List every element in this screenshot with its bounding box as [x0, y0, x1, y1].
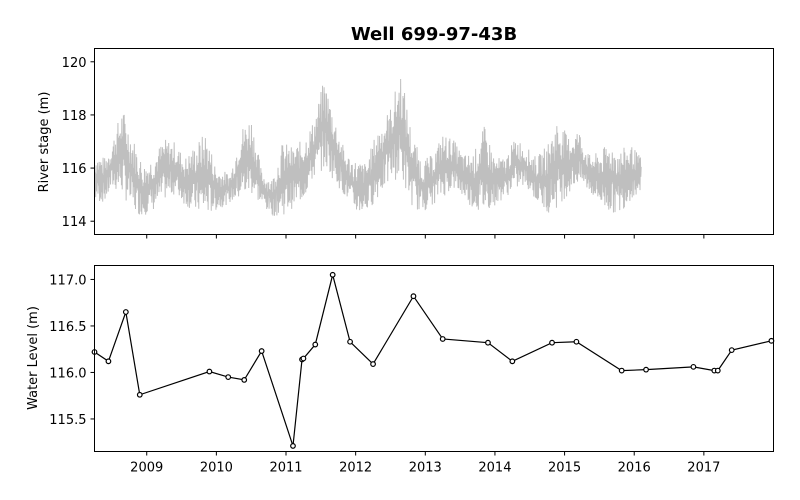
water-level-point: [105, 358, 112, 365]
water-level-ylabel: Water Level (m): [26, 306, 41, 410]
water-level-xtick-label: 2012: [339, 461, 372, 476]
water-level-point: [618, 367, 625, 374]
water-level-point: [549, 339, 555, 346]
water-level-xtick-label: 2016: [618, 461, 651, 476]
water-level-point: [643, 366, 649, 373]
water-level-point: [439, 336, 446, 342]
chart-title: Well 699-97-43B: [351, 24, 517, 45]
water-level-xtick-label: 2015: [548, 461, 581, 476]
river-stage-panel: 114 116 118 120 River stage (m): [37, 48, 774, 239]
water-level-ytick-label: 116.0: [49, 366, 86, 381]
water-level-point: [573, 338, 580, 345]
water-level-point: [509, 358, 516, 365]
river-stage-ytick-label: 120: [62, 56, 87, 71]
water-level-point: [136, 391, 143, 398]
river-stage-plot-frame: [94, 48, 774, 235]
river-stage-ytick-label: 114: [62, 215, 87, 230]
water-level-point: [714, 367, 721, 374]
river-stage-ytick-label: 116: [62, 162, 87, 177]
water-level-plot-frame: [94, 265, 774, 452]
water-level-point: [485, 339, 491, 346]
river-stage-ylabel: River stage (m): [37, 92, 52, 193]
water-level-point: [290, 443, 296, 449]
water-level-panel: 115.5 116.0 116.5 117.0 2009 2010 2011 2012 2013…: [26, 265, 775, 476]
water-level-point: [225, 374, 232, 381]
water-level-xtick-label: 2010: [200, 461, 233, 476]
water-level-xtick-label: 2013: [409, 461, 442, 476]
river-stage-series: [94, 78, 642, 216]
water-level-point: [300, 355, 307, 362]
water-level-ytick-label: 117.0: [49, 273, 86, 288]
water-level-point: [329, 271, 336, 278]
water-level-xtick-label: 2011: [269, 461, 302, 476]
river-stage-line: [94, 78, 642, 216]
water-level-point: [122, 309, 129, 315]
water-level-xtick-label: 2017: [687, 461, 720, 476]
river-stage-ytick-label: 118: [62, 109, 87, 124]
water-level-ytick-label: 116.5: [49, 320, 86, 335]
water-level-point: [206, 368, 213, 375]
water-level-point: [347, 338, 353, 345]
river-stage-ticks: 114 116 118 120: [62, 56, 705, 239]
water-level-series: [91, 271, 775, 449]
water-level-point: [410, 293, 417, 300]
water-level-line: [94, 274, 772, 447]
water-level-point: [241, 376, 248, 383]
water-level-point: [312, 341, 319, 348]
water-level-point: [370, 361, 376, 367]
water-level-point: [258, 348, 265, 354]
water-level-point: [728, 347, 735, 354]
water-level-xtick-label: 2014: [478, 461, 511, 476]
water-level-ytick-label: 115.5: [49, 413, 86, 428]
water-level-ticks: 115.5 116.0 116.5 117.0 2009 2010 2011 2012 2013…: [49, 273, 720, 475]
water-level-xtick-label: 2009: [130, 461, 163, 476]
water-level-point: [690, 363, 697, 370]
